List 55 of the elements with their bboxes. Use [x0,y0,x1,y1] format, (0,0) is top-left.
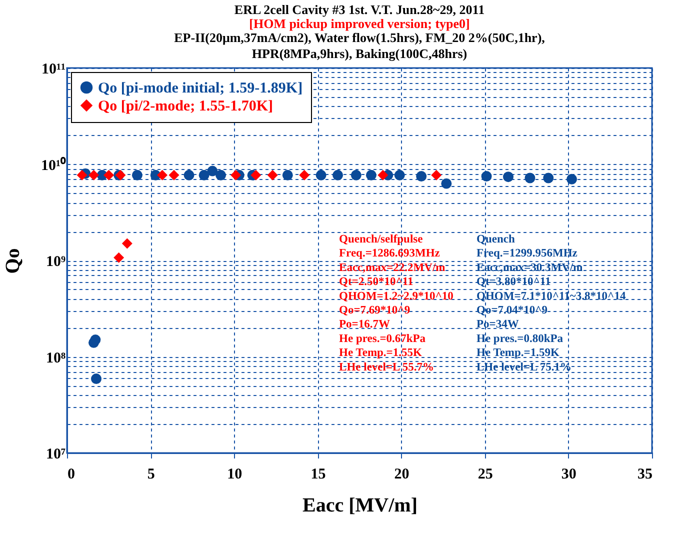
point [441,178,452,189]
point [282,170,293,180]
y-tick-label: 10⁷ [46,446,66,462]
x-tick-label: 25 [478,466,493,482]
point [416,171,427,182]
y-axis-title: Qo [2,248,24,274]
x-tick-label: 20 [394,466,410,482]
x-tick-label: 5 [147,466,155,482]
text: Quench/selfpulse Freq.=1286.693MHz Eacc,max=22.2MV/m Qt=2.50*10^11 QHOM=1.2~2.9*10^10 Qo=7.69*10^9 Po=16.7W He pres.=0.67kPa He Temp.=1.55K LHe level=L 55.7% [339,234,454,374]
point [394,170,405,180]
x-tick-label: 30 [561,466,576,482]
point [168,170,180,180]
point [250,170,262,180]
point [350,170,362,180]
point [76,170,88,180]
chart-subtitle: [HOM pickup improved version; type0] [249,16,470,31]
point [88,170,99,180]
point [481,171,492,182]
point [431,170,442,180]
point [566,174,578,184]
point [184,170,194,180]
y-tick-label: 10⁸ [46,350,66,366]
x-tick-label: 0 [68,466,75,482]
point [378,170,388,180]
y-tick-label: 10¹¹ [42,62,66,78]
chart-title: ERL 2cell Cavity #3 1st. V.T. Jun.28~29, 2011 [234,2,485,17]
legend-label: Qo [pi/2-mode; 1.55-1.70K] [98,98,273,114]
point [122,238,132,249]
point [198,170,210,180]
y-tick-label: 10⁹ [46,254,66,270]
text: Quench Freq.=1299.956MHz Eacc,max=30.3MV/m Qt=3.80*10^11 QHOM=7.1*10^11~3.8*10^14 Qo=7.04*10^9 Po=34W He pres.=0.80kPa He Temp.=1.59K LHe level=L 75.1% [476,234,626,374]
point [91,374,102,384]
x-axis-title: Eacc [MV/m] [302,494,418,516]
point [157,170,168,180]
point [104,170,114,180]
point [132,170,142,180]
x-tick-label: 35 [638,466,652,482]
legend-label: Qo [pi-mode initial; 1.59-1.89K] [98,80,303,96]
point [114,252,124,263]
point [230,170,242,180]
point [316,170,326,180]
point [503,172,514,182]
point [299,170,310,180]
point [207,166,218,176]
point [216,170,226,180]
x-tick-label: 10 [227,466,242,482]
x-tick-label: 15 [310,466,326,482]
point [332,170,344,180]
point [366,170,376,180]
y-tick-label: 10¹⁰ [41,156,66,174]
point [90,334,101,346]
point [543,172,554,184]
point [524,172,536,184]
text: EP-II(20μm,37mA/cm2), Water flow(1.5hrs), FM_20 2%(50C,1hr), HPR(8MPa,9hrs), Baking(100C,48hrs) [174,30,545,61]
point [267,170,278,180]
